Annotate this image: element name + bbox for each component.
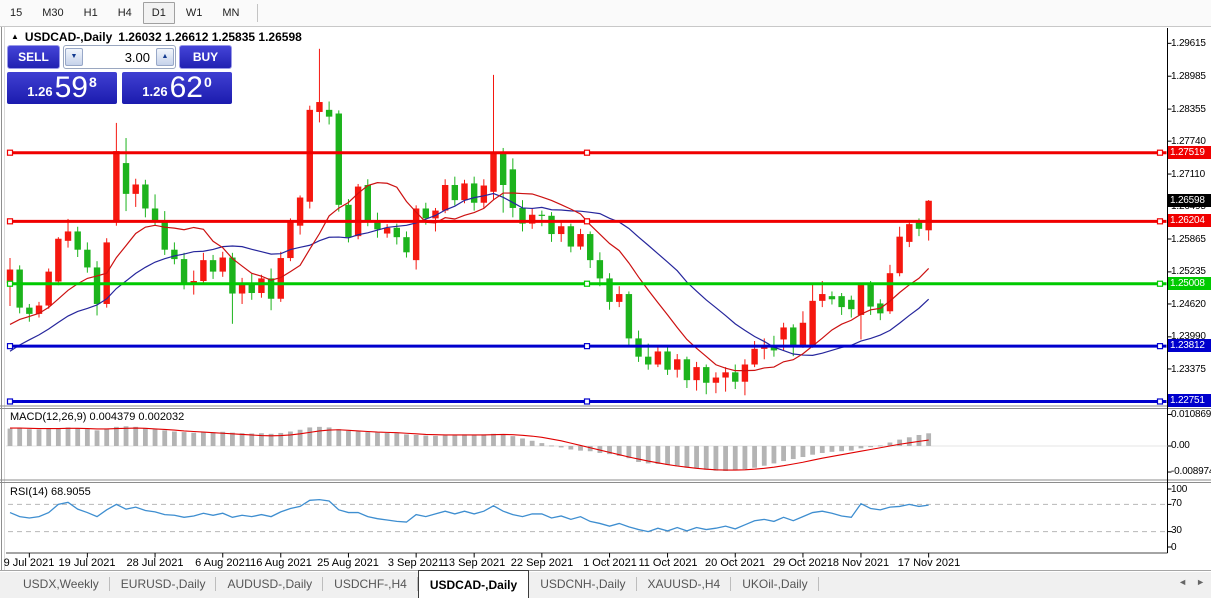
- macd-axis-label: 0.010869: [1171, 409, 1211, 420]
- buy-price-display[interactable]: 1.26 62 0: [122, 72, 232, 104]
- timeframe-d1-button[interactable]: D1: [142, 2, 175, 24]
- chart-tab-bar: USDX,Weekly EURUSD-,Daily AUDUSD-,Daily …: [0, 570, 1211, 598]
- volume-spinner[interactable]: ▼ 3.00 ▲: [63, 45, 176, 69]
- macd-signal-line: [10, 427, 929, 471]
- rsi-axis-label: 30: [1171, 525, 1182, 536]
- date-axis-label: 16 Aug 2021: [250, 557, 312, 569]
- timeframe-m30-button[interactable]: M30: [42, 7, 64, 19]
- buy-price-prefix: 1.26: [142, 84, 168, 99]
- tab-xauusd-h4[interactable]: XAUUSD-,H4: [637, 571, 732, 598]
- price-axis-label: 1.28985: [1171, 71, 1206, 82]
- macd-axis-label: 0.00: [1171, 440, 1190, 451]
- buy-price-big: 62: [169, 71, 203, 104]
- timeframe-toolbar: 15 M30 H1 H4 D1 W1 MN: [0, 0, 1211, 27]
- tab-usdcnh-daily[interactable]: USDCNH-,Daily: [529, 571, 637, 598]
- collapse-arrow-icon: ▲: [11, 31, 19, 41]
- support-line-badge: 1.22751: [1168, 394, 1211, 407]
- price-axis-label: 1.24620: [1171, 299, 1206, 310]
- date-axis-label: 28 Jul 2021: [126, 557, 184, 569]
- tab-scroll-right-icon[interactable]: ►: [1196, 577, 1205, 587]
- sell-price-big: 59: [54, 71, 88, 104]
- price-axis-label: 1.25235: [1171, 266, 1206, 277]
- rsi-axis-label: 0: [1171, 542, 1177, 553]
- ma-fast-line: [9, 182, 930, 372]
- buy-button[interactable]: BUY: [179, 45, 232, 69]
- timeframe-w1-button[interactable]: W1: [185, 7, 203, 19]
- sell-button[interactable]: SELL: [7, 45, 60, 69]
- support-line-badge: 1.23812: [1168, 339, 1211, 352]
- buy-price-pipette: 0: [203, 74, 212, 90]
- volume-decrease-icon[interactable]: ▼: [65, 48, 83, 66]
- rsi-indicator: [8, 498, 1168, 533]
- macd-indicator: [6, 426, 1168, 471]
- axis-ticks: [28, 42, 1172, 558]
- price-axis-label: 1.25865: [1171, 234, 1206, 245]
- price-axis-label: 1.28355: [1171, 104, 1206, 115]
- sell-price-prefix: 1.26: [27, 84, 53, 99]
- tab-usdchf-h4[interactable]: USDCHF-,H4: [323, 571, 418, 598]
- date-axis-label: 29 Oct 2021: [773, 557, 833, 569]
- date-axis-label: 1 Oct 2021: [583, 557, 637, 569]
- chart-symbol-label: USDCAD-,Daily: [24, 30, 113, 44]
- sell-price-pipette: 8: [88, 74, 97, 90]
- price-axis-label: 1.23990: [1171, 331, 1206, 342]
- rsi-axis-label: 70: [1171, 498, 1182, 509]
- sell-price-display[interactable]: 1.26 59 8: [7, 72, 117, 104]
- current-price-badge: 1.26598: [1168, 194, 1211, 207]
- price-axis-label: 1.29615: [1171, 38, 1206, 49]
- volume-input[interactable]: 3.00: [124, 49, 150, 65]
- price-axis-label: 1.27740: [1171, 136, 1206, 147]
- tab-scroll-left-icon[interactable]: ◄: [1178, 577, 1188, 587]
- price-axis-label: 1.27110: [1171, 169, 1206, 180]
- timeframe-h4-button[interactable]: H4: [117, 7, 132, 19]
- rsi-label: RSI(14) 68.9055: [10, 486, 91, 498]
- volume-increase-icon[interactable]: ▲: [156, 48, 174, 66]
- date-axis-label: 17 Nov 2021: [897, 557, 961, 569]
- horizontal-lines[interactable]: [6, 149, 1167, 405]
- date-axis-label: 20 Oct 2021: [705, 557, 765, 569]
- date-axis-label: 11 Oct 2021: [638, 557, 698, 569]
- macd-axis-label: -0.008974: [1171, 466, 1211, 477]
- date-axis-label: 9 Jul 2021: [3, 557, 55, 569]
- timeframe-mn-button[interactable]: MN: [222, 7, 240, 19]
- date-axis-label: 8 Nov 2021: [832, 557, 890, 569]
- date-axis-label: 22 Sep 2021: [510, 557, 574, 569]
- rsi-line: [9, 498, 929, 533]
- resistance-line-badge: 1.26204: [1168, 214, 1211, 227]
- toolbar-separator: [257, 4, 259, 22]
- ma-slow-line: [9, 192, 930, 356]
- date-axis-label: 13 Sep 2021: [442, 557, 506, 569]
- tab-usdx-weekly[interactable]: USDX,Weekly: [12, 571, 110, 598]
- one-click-trade-panel: SELL ▼ 3.00 ▲ BUY 1.26 59 8 1.26 62 0: [7, 45, 232, 104]
- resistance-line-badge: 1.27519: [1168, 146, 1211, 159]
- tab-usdcad-daily[interactable]: USDCAD-,Daily: [417, 570, 530, 598]
- date-axis-label: 25 Aug 2021: [317, 557, 379, 569]
- timeframe-h1-button[interactable]: H1: [83, 7, 98, 19]
- tab-audusd-daily[interactable]: AUDUSD-,Daily: [216, 571, 323, 598]
- support-line-badge: 1.25008: [1168, 277, 1211, 290]
- tab-eurusd-daily[interactable]: EURUSD-,Daily: [110, 571, 217, 598]
- rsi-axis-label: 100: [1171, 484, 1188, 495]
- date-axis-label: 6 Aug 2021: [195, 557, 251, 569]
- chart-ohlc-values: 1.26032 1.26612 1.25835 1.26598: [118, 30, 302, 44]
- tab-ukoil-daily[interactable]: UKOil-,Daily: [731, 571, 819, 598]
- macd-label: MACD(12,26,9) 0.004379 0.002032: [10, 411, 185, 423]
- date-axis-label: 19 Jul 2021: [58, 557, 116, 569]
- chart-title: ▲ USDCAD-,Daily 1.26032 1.26612 1.25835 …: [11, 30, 302, 44]
- timeframe-m15-button[interactable]: 15: [10, 7, 23, 19]
- date-axis-label: 3 Sep 2021: [387, 557, 445, 569]
- price-axis-label: 1.23375: [1171, 364, 1206, 375]
